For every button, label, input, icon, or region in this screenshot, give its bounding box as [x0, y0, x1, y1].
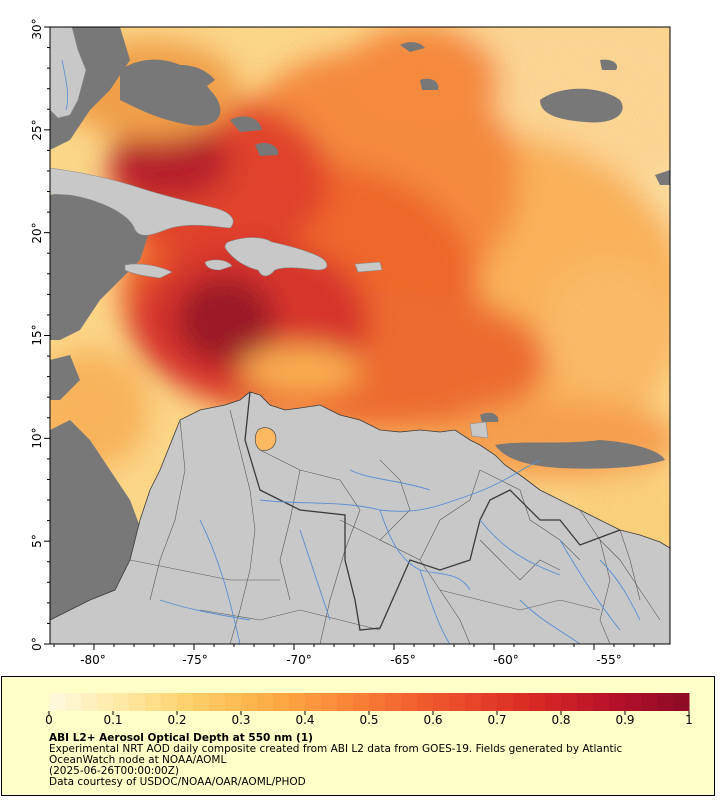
lat-tick-label: 20° [30, 222, 44, 243]
lat-tick-label: 5° [30, 534, 44, 548]
colorbar-swatches [49, 693, 690, 711]
colorbar-swatch [65, 693, 82, 711]
axis-ticks [44, 26, 655, 650]
colorbar-swatch [673, 693, 690, 711]
colorbar-label: 0.8 [551, 713, 570, 727]
land-islands [50, 27, 489, 439]
colorbar-swatch [369, 693, 386, 711]
colorbar-swatch [609, 693, 626, 711]
colorbar-swatch [465, 693, 482, 711]
colorbar-swatch [193, 693, 210, 711]
colorbar-swatch [593, 693, 610, 711]
colorbar-swatch [273, 693, 290, 711]
colorbar-ticks [48, 711, 690, 715]
colorbar-swatch [145, 693, 162, 711]
colorbar-swatch [305, 693, 322, 711]
colorbar-label: 0.9 [615, 713, 634, 727]
colorbar-swatch [657, 693, 674, 711]
colorbar-swatch [257, 693, 274, 711]
colorbar-label: 0.6 [423, 713, 442, 727]
colorbar-label: 0.4 [295, 713, 314, 727]
colorbar-swatch [81, 693, 98, 711]
colorbar-swatch [577, 693, 594, 711]
colorbar-swatch [401, 693, 418, 711]
lon-tick-label: -70° [286, 653, 312, 667]
colorbar-swatch [449, 693, 466, 711]
rivers [159, 459, 641, 644]
colorbar-swatch [513, 693, 530, 711]
colorbar-swatch [529, 693, 546, 711]
colorbar-swatch [289, 693, 306, 711]
colorbar-swatch [209, 693, 226, 711]
lon-tick-label: -55° [596, 653, 622, 667]
aod-map: -80° -75° -70° -65° -60° -55° 0° 5° 10° … [30, 18, 671, 667]
caption-description: Experimental NRT AOD daily composite cre… [49, 743, 623, 766]
colorbar-swatch [625, 693, 642, 711]
colorbar-swatch [241, 693, 258, 711]
colorbar-swatch [433, 693, 450, 711]
map-field [50, 27, 670, 644]
colorbar-swatch [177, 693, 194, 711]
colorbar-label: 0.3 [231, 713, 250, 727]
colorbar-swatch [113, 693, 130, 711]
lon-axis: -80° -75° -70° -65° -60° -55° [80, 653, 622, 667]
south-america [50, 391, 670, 644]
colorbar-label: 0.5 [359, 713, 378, 727]
lon-tick-label: -80° [80, 653, 106, 667]
caption-title: ABI L2+ Aerosol Optical Depth at 550 nm … [49, 732, 313, 744]
caption-credit: Data courtesy of USDOC/NOAA/OAR/AOML/PHO… [49, 776, 306, 788]
legend-panel: 0 0.1 0.2 0.3 0.4 0.5 0.6 0.7 0.8 0.9 1 … [1, 676, 715, 796]
colorbar-swatch [497, 693, 514, 711]
lat-tick-label: 25° [30, 119, 44, 140]
colorbar-swatch [225, 693, 242, 711]
colorbar-swatch [129, 693, 146, 711]
north-rivers [61, 59, 69, 111]
political-borders [129, 409, 661, 644]
colorbar-label: 1 [685, 713, 693, 727]
colorbar-swatch [417, 693, 434, 711]
colorbar-swatch [561, 693, 578, 711]
lat-tick-label: 30° [30, 18, 44, 39]
colorbar-swatch [49, 693, 66, 711]
colorbar-swatch [385, 693, 402, 711]
lon-tick-label: -65° [390, 653, 416, 667]
lat-tick-label: 0° [30, 637, 44, 651]
colorbar-swatch [321, 693, 338, 711]
colorbar-label: 0.2 [167, 713, 186, 727]
colorbar-swatch [353, 693, 370, 711]
colorbar-label: 0.1 [103, 713, 122, 727]
colorbar-swatch [481, 693, 498, 711]
lat-axis: 0° 5° 10° 15° 20° 25° 30° [30, 18, 44, 650]
colorbar-swatch [337, 693, 354, 711]
lat-tick-label: 15° [30, 324, 44, 345]
national-borders [244, 391, 621, 631]
colorbar: 0 0.1 0.2 0.3 0.4 0.5 0.6 0.7 0.8 0.9 1 [45, 693, 693, 727]
lon-tick-label: -60° [493, 653, 519, 667]
caption-timestamp: (2025-06-26T00:00:00Z) [49, 765, 179, 777]
colorbar-label: 0.7 [487, 713, 506, 727]
colorbar-swatch [97, 693, 114, 711]
lon-tick-label: -75° [182, 653, 208, 667]
colorbar-label: 0 [45, 713, 53, 727]
lat-tick-label: 10° [30, 427, 44, 448]
colorbar-swatch [545, 693, 562, 711]
colorbar-swatch [641, 693, 658, 711]
colorbar-labels: 0 0.1 0.2 0.3 0.4 0.5 0.6 0.7 0.8 0.9 1 [45, 713, 693, 727]
colorbar-swatch [161, 693, 178, 711]
